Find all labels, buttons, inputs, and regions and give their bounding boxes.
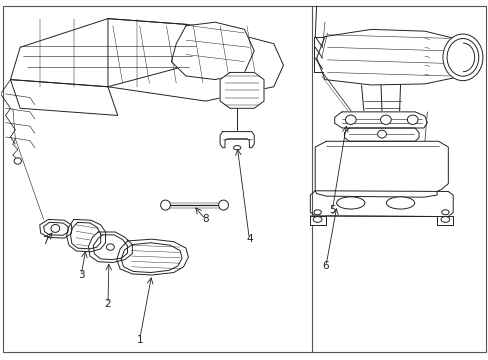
Ellipse shape xyxy=(14,158,21,164)
Polygon shape xyxy=(171,22,254,80)
Polygon shape xyxy=(310,216,326,225)
Ellipse shape xyxy=(336,197,364,209)
Polygon shape xyxy=(310,191,452,217)
Ellipse shape xyxy=(106,244,114,250)
Polygon shape xyxy=(334,112,427,128)
Ellipse shape xyxy=(380,115,390,125)
Polygon shape xyxy=(344,128,418,141)
Ellipse shape xyxy=(440,217,449,222)
Polygon shape xyxy=(315,141,447,197)
Polygon shape xyxy=(10,19,215,87)
Text: 1: 1 xyxy=(136,334,142,345)
Ellipse shape xyxy=(160,200,170,210)
Ellipse shape xyxy=(442,34,482,81)
Polygon shape xyxy=(436,216,452,225)
Polygon shape xyxy=(88,232,132,262)
Polygon shape xyxy=(66,220,105,252)
Polygon shape xyxy=(108,19,283,101)
Ellipse shape xyxy=(51,225,60,232)
Ellipse shape xyxy=(233,145,241,150)
Ellipse shape xyxy=(407,115,417,125)
Ellipse shape xyxy=(218,200,228,210)
Ellipse shape xyxy=(345,115,355,125)
Polygon shape xyxy=(220,72,264,108)
Text: 4: 4 xyxy=(245,234,252,244)
Text: 2: 2 xyxy=(104,299,111,309)
Ellipse shape xyxy=(313,210,321,215)
Polygon shape xyxy=(117,239,188,275)
Ellipse shape xyxy=(446,39,478,76)
Polygon shape xyxy=(220,132,254,148)
Ellipse shape xyxy=(386,197,414,209)
Ellipse shape xyxy=(313,217,322,222)
Polygon shape xyxy=(316,30,463,85)
Polygon shape xyxy=(40,220,71,238)
Text: 3: 3 xyxy=(78,270,84,280)
Text: 6: 6 xyxy=(322,261,328,271)
Ellipse shape xyxy=(441,210,448,215)
Text: 7: 7 xyxy=(42,236,49,246)
Polygon shape xyxy=(10,80,118,116)
Text: 5: 5 xyxy=(328,206,335,216)
Ellipse shape xyxy=(377,130,386,138)
Text: 8: 8 xyxy=(202,215,208,224)
